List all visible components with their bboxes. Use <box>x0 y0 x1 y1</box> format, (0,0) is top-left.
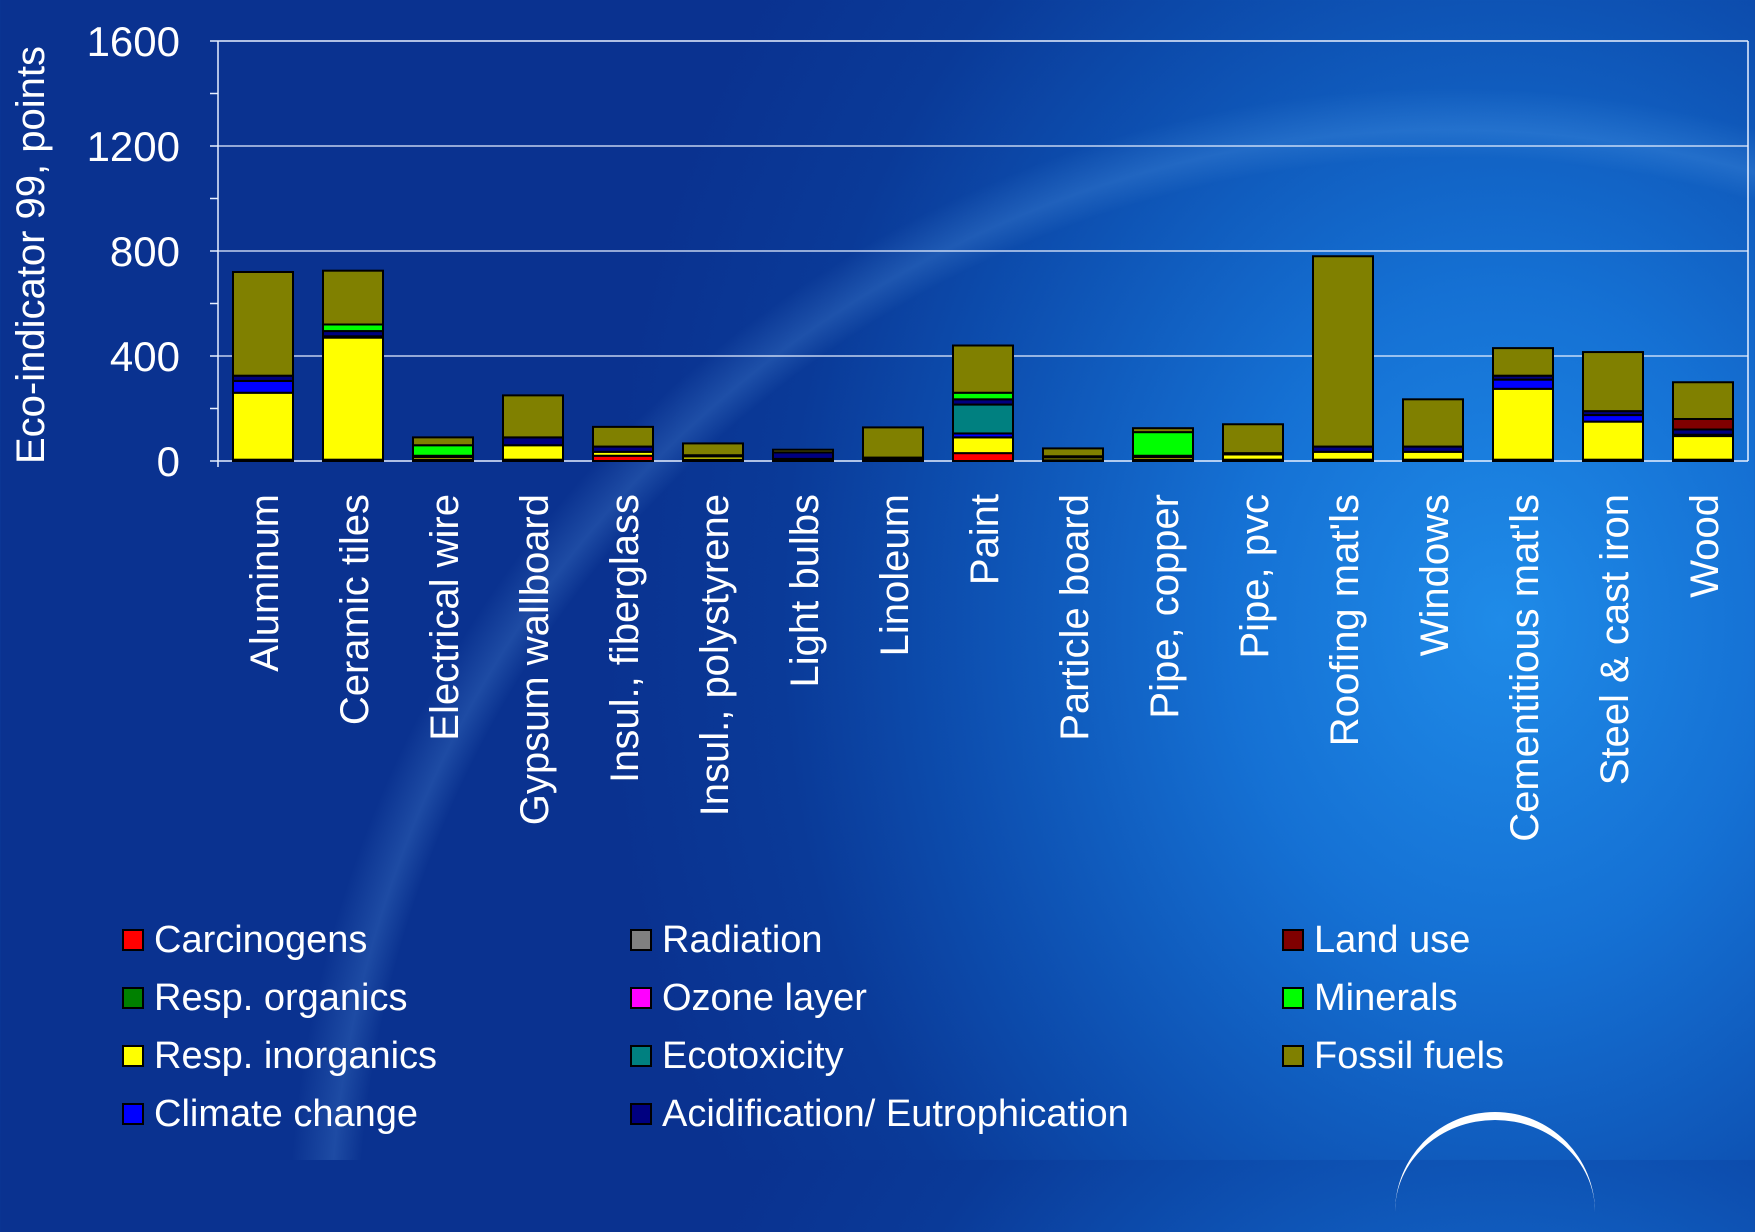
bar-segment <box>952 403 1014 435</box>
x-tick-label: Steel & cast iron <box>1593 494 1637 785</box>
bar-segment <box>1402 398 1464 448</box>
bars <box>232 255 1734 462</box>
legend-item: Fossil fuels <box>1282 1030 1504 1082</box>
x-tick-label: Gypsum wallboard <box>513 494 557 825</box>
legend-swatch <box>630 929 652 951</box>
legend-label: Climate change <box>154 1092 419 1135</box>
bar-segment <box>232 379 294 394</box>
bar-segment <box>412 436 474 447</box>
legend-swatch <box>1282 987 1304 1009</box>
legend-item: Land use <box>1282 914 1470 966</box>
x-tick-labels: Aluminum Ceramic tiles Electrical wire Gyps… <box>243 494 1727 842</box>
bar-segment <box>772 448 834 454</box>
legend-label: Acidification/ Eutrophication <box>662 1092 1129 1135</box>
bar-segment <box>1672 381 1734 420</box>
legend-item: Resp. inorganics <box>122 1030 437 1082</box>
legend-swatch <box>1282 929 1304 951</box>
x-tick-label: Pipe, pvc <box>1233 494 1277 659</box>
x-tick-label: Insul., fiberglass <box>603 494 647 783</box>
legend-item: Ozone layer <box>630 972 867 1024</box>
legend-label: Fossil fuels <box>1314 1034 1505 1077</box>
legend-item: Ecotoxicity <box>630 1030 844 1082</box>
y-tick-label: 1600 <box>87 18 180 65</box>
bar-segment <box>322 269 384 326</box>
bar-segment <box>502 394 564 439</box>
legend-item: Radiation <box>630 914 823 966</box>
x-tick-label: Paint <box>963 494 1007 585</box>
x-tick-label: Particle board <box>1053 494 1097 741</box>
bar-segment <box>682 442 744 457</box>
x-tick-label: Ceramic tiles <box>333 494 377 725</box>
legend-label: Land use <box>1314 918 1471 961</box>
y-tick-label: 800 <box>110 228 180 275</box>
bar-segment <box>952 452 1014 462</box>
legend-item: Climate change <box>122 1088 418 1140</box>
legend-label: Carcinogens <box>154 918 368 961</box>
bar-segment <box>232 391 294 461</box>
bar-segment <box>862 426 924 459</box>
logo <box>1395 1112 1595 1232</box>
bar-segment <box>1672 435 1734 461</box>
bar-segment <box>412 444 474 457</box>
x-tick-label: Light bulbs <box>783 494 827 687</box>
legend-label: Resp. inorganics <box>154 1034 438 1077</box>
bar-segment <box>502 444 564 461</box>
legend-swatch <box>1282 1045 1304 1067</box>
legend-swatch <box>630 1045 652 1067</box>
bar-segment <box>1582 351 1644 413</box>
bar-segment <box>232 271 294 377</box>
bar-segment <box>1312 450 1374 461</box>
y-tick-label: 400 <box>110 333 180 380</box>
legend-swatch <box>122 987 144 1009</box>
legend-swatch <box>630 1103 652 1125</box>
x-tick-label: Pipe, copper <box>1143 494 1187 719</box>
bar-segment <box>592 425 654 448</box>
x-tick-label: Roofing mat'ls <box>1323 494 1367 746</box>
legend-swatch <box>630 987 652 1009</box>
bar-segment <box>322 336 384 461</box>
y-tick-label: 0 <box>157 438 180 485</box>
bar-segment <box>1672 418 1734 431</box>
bar-segment <box>952 436 1014 455</box>
x-tick-label: Insul., polystyrene <box>693 494 737 816</box>
legend-label: Minerals <box>1314 976 1458 1019</box>
x-tick-label: Wood <box>1683 494 1727 598</box>
x-tick-label: Windows <box>1413 494 1457 656</box>
legend-swatch <box>122 929 144 951</box>
x-tick-label: Cementitious mat'ls <box>1503 494 1547 842</box>
legend-label: Ecotoxicity <box>662 1034 844 1077</box>
legend-swatch <box>122 1045 144 1067</box>
bar-segment <box>1582 420 1644 461</box>
x-tick-label: Electrical wire <box>423 494 467 741</box>
y-tick-labels: 0 400 800 1200 1600 <box>87 18 180 485</box>
bar-segment <box>1492 378 1554 390</box>
y-tick-label: 1200 <box>87 123 180 170</box>
legend-label: Resp. organics <box>154 976 408 1019</box>
bar-segment <box>952 344 1014 394</box>
legend-label: Radiation <box>662 918 823 961</box>
bar-segment <box>1132 427 1194 434</box>
bar-segment <box>1222 423 1284 455</box>
bar-segment <box>1042 447 1104 458</box>
legend-item: Minerals <box>1282 972 1458 1024</box>
legend-item: Resp. organics <box>122 972 407 1024</box>
bar-segment <box>1492 347 1554 377</box>
bar-segment <box>1402 450 1464 461</box>
stacked-bar-chart: 0 400 800 1200 1600 Aluminum Ceramic tiles Ele… <box>9 18 1749 842</box>
bar-segment <box>1492 387 1554 461</box>
x-tick-label: Aluminum <box>243 494 287 672</box>
x-tick-label: Linoleum <box>873 494 917 656</box>
y-axis-label: Eco-indicator 99, points <box>9 46 53 464</box>
bar-segment <box>1312 255 1374 448</box>
legend-item: Acidification/ Eutrophication <box>630 1088 1129 1140</box>
bar-segment <box>1132 431 1194 457</box>
legend-label: Ozone layer <box>662 976 867 1019</box>
legend-swatch <box>122 1103 144 1125</box>
legend-item: Carcinogens <box>122 914 367 966</box>
bar-segment <box>502 436 564 447</box>
